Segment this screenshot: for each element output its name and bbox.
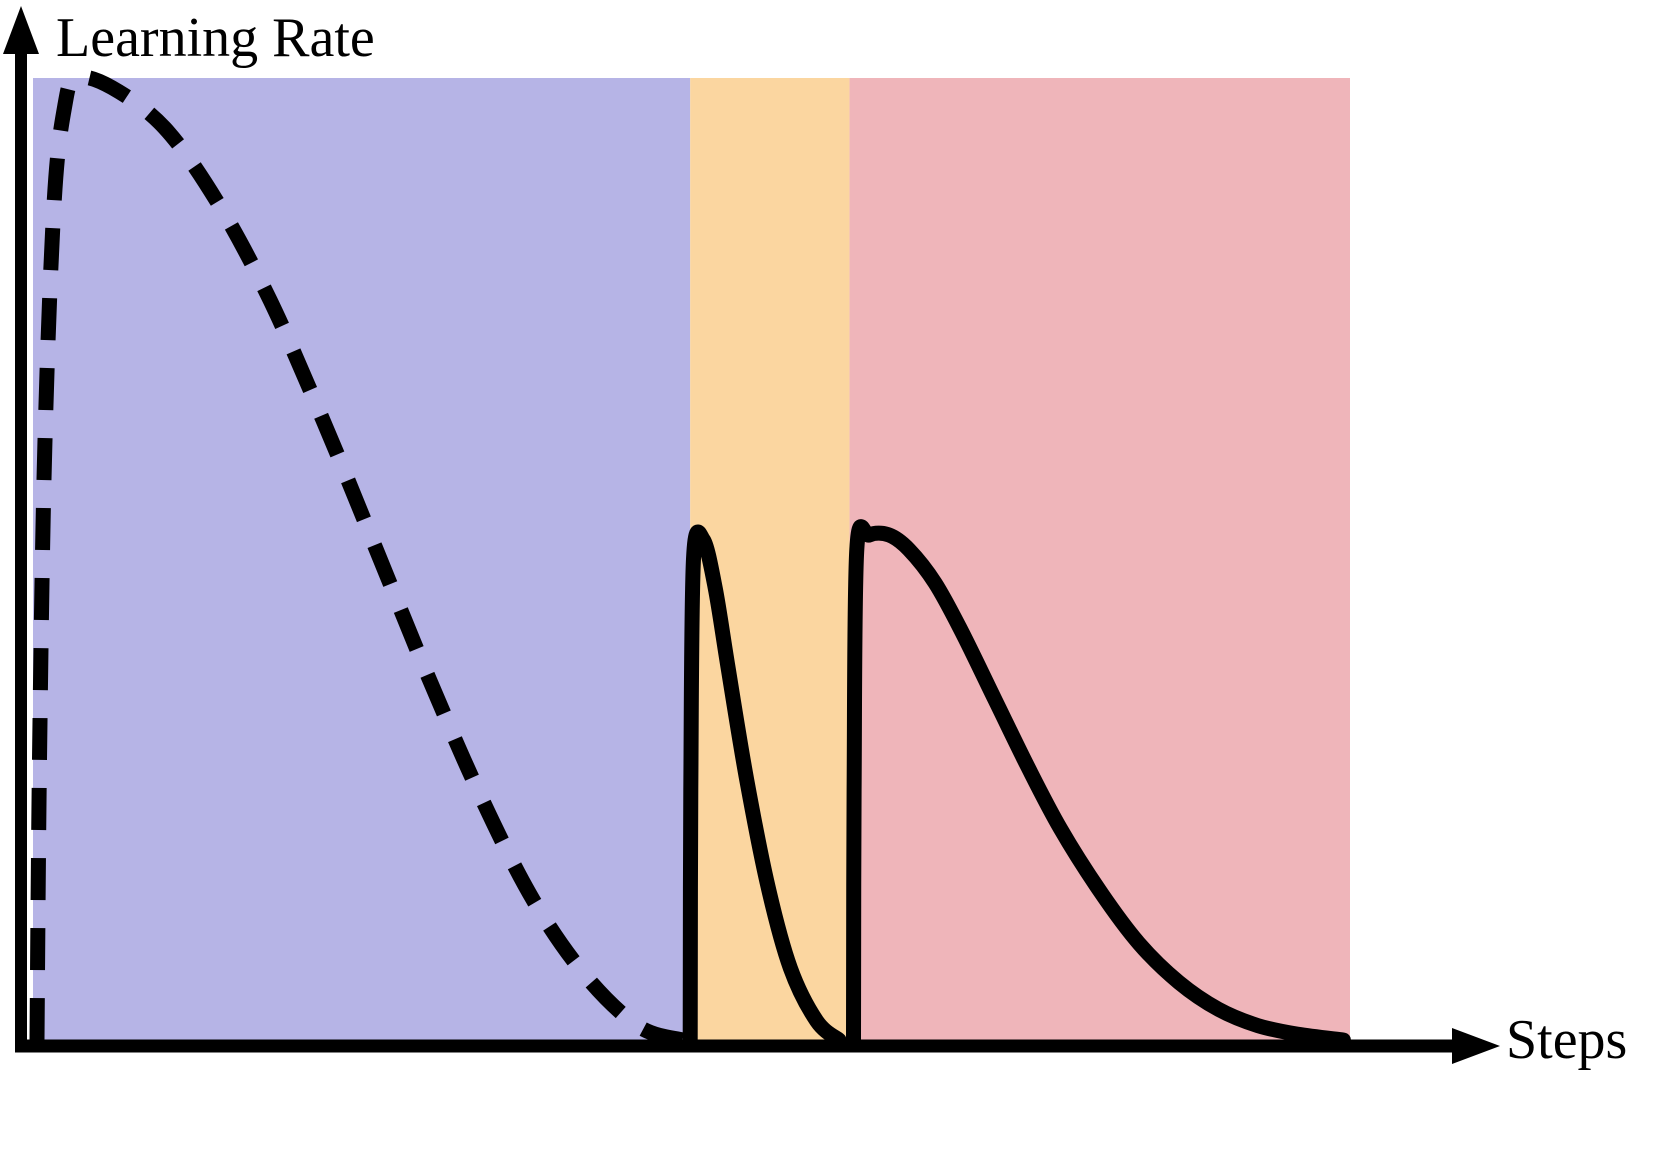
y-axis-label: Learning Rate bbox=[56, 7, 375, 69]
series-second-stage-schedule bbox=[682, 524, 847, 1048]
x-axis-arrowhead-icon bbox=[1452, 1028, 1500, 1064]
region-stage-1 bbox=[33, 78, 691, 1048]
y-axis-arrowhead-icon bbox=[3, 6, 39, 54]
series-first-stage-schedule bbox=[29, 69, 685, 1048]
x-axis-label: Steps bbox=[1506, 1009, 1628, 1071]
series-third-stage-schedule bbox=[846, 519, 1351, 1048]
